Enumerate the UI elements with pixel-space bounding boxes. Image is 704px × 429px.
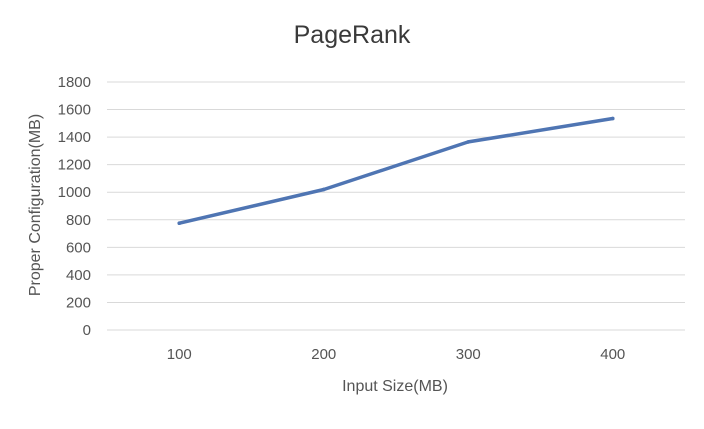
data-point <box>610 116 615 121</box>
data-point <box>466 140 471 144</box>
y-tick-label: 1600 <box>58 102 91 119</box>
x-tick-label: 300 <box>456 346 481 363</box>
y-tick-label: 400 <box>66 267 91 284</box>
chart-title: PageRank <box>294 21 411 49</box>
y-tick-label: 600 <box>66 239 91 256</box>
y-tick-label: 0 <box>83 322 91 339</box>
y-tick-label: 1400 <box>58 129 91 146</box>
series-layer <box>177 116 615 226</box>
x-tick-label: 200 <box>311 346 336 363</box>
x-tick-label: 100 <box>167 346 192 363</box>
x-tick-label: 400 <box>600 346 625 363</box>
y-tick-label: 1000 <box>58 184 91 201</box>
y-tick-label: 800 <box>66 212 91 229</box>
y-tick-label: 1800 <box>58 74 91 91</box>
y-axis-label: Proper Configuration(MB) <box>27 114 44 296</box>
y-axis-ticks: 0 200 400 600 800 1000 1200 1400 1600 1800 <box>58 74 91 339</box>
data-point <box>177 221 182 226</box>
y-tick-label: 200 <box>66 294 91 311</box>
gridlines <box>107 81 685 331</box>
x-axis-label: Input Size(MB) <box>342 378 448 395</box>
x-axis-ticks: 100 200 300 400 <box>167 346 626 363</box>
y-tick-label: 1200 <box>58 157 91 174</box>
series-line <box>177 116 615 225</box>
data-point <box>321 187 326 192</box>
